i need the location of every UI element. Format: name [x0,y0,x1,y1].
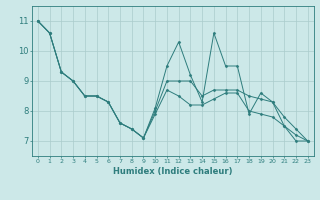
X-axis label: Humidex (Indice chaleur): Humidex (Indice chaleur) [113,167,233,176]
